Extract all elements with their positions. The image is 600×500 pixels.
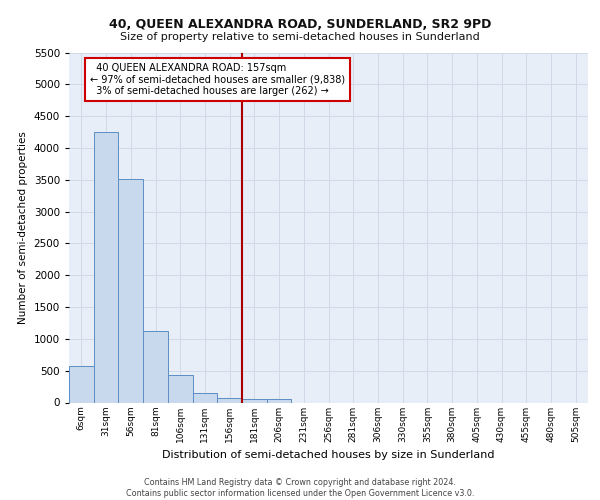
Text: 40 QUEEN ALEXANDRA ROAD: 157sqm
← 97% of semi-detached houses are smaller (9,838: 40 QUEEN ALEXANDRA ROAD: 157sqm ← 97% of… — [90, 63, 345, 96]
Bar — [193, 393, 217, 402]
Text: 40, QUEEN ALEXANDRA ROAD, SUNDERLAND, SR2 9PD: 40, QUEEN ALEXANDRA ROAD, SUNDERLAND, SR… — [109, 18, 491, 30]
Bar — [217, 398, 242, 402]
Bar — [118, 178, 143, 402]
Bar — [168, 375, 193, 402]
Text: Size of property relative to semi-detached houses in Sunderland: Size of property relative to semi-detach… — [120, 32, 480, 42]
Bar — [242, 398, 267, 402]
Y-axis label: Number of semi-detached properties: Number of semi-detached properties — [18, 131, 28, 324]
Text: Contains HM Land Registry data © Crown copyright and database right 2024.
Contai: Contains HM Land Registry data © Crown c… — [126, 478, 474, 498]
Bar — [69, 366, 94, 403]
Bar — [94, 132, 118, 402]
Bar — [143, 330, 168, 402]
Bar — [267, 400, 292, 402]
X-axis label: Distribution of semi-detached houses by size in Sunderland: Distribution of semi-detached houses by … — [162, 450, 495, 460]
